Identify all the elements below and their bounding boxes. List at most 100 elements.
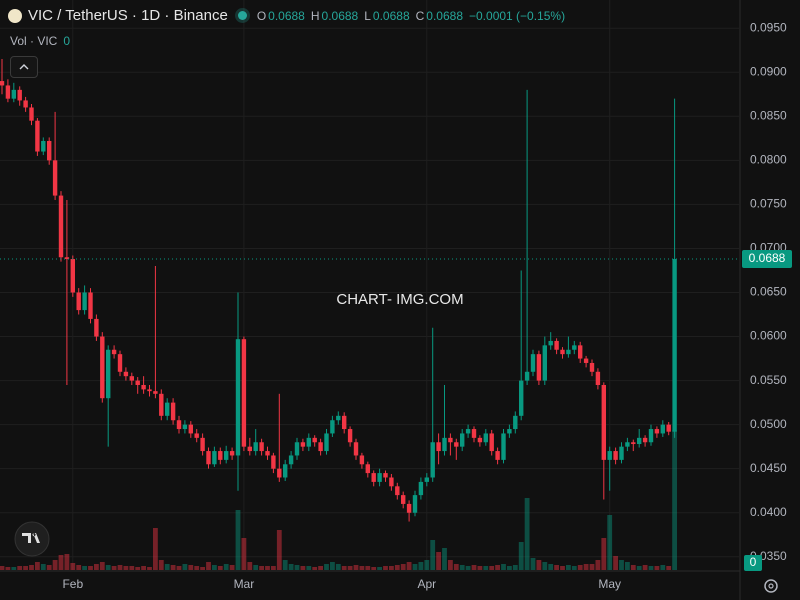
volume-bar xyxy=(164,564,170,570)
volume-bar xyxy=(512,565,518,570)
candle-body xyxy=(117,354,123,372)
volume-bar xyxy=(282,560,288,570)
volume-bar xyxy=(625,562,630,570)
volume-bar xyxy=(477,566,483,570)
volume-bar xyxy=(412,564,418,570)
high-value: 0.0688 xyxy=(321,8,359,23)
low-value: 0.0688 xyxy=(372,8,410,23)
candle-body xyxy=(583,358,589,363)
volume-bar xyxy=(123,566,129,570)
candle-body xyxy=(524,371,530,381)
settings-icon[interactable] xyxy=(764,579,778,593)
volume-bar xyxy=(64,554,70,570)
candle-body xyxy=(318,442,323,452)
y-tick-label: 0.0600 xyxy=(750,329,787,343)
candle-body xyxy=(448,437,453,443)
volume-bar xyxy=(99,562,105,570)
candle-body xyxy=(460,433,465,447)
volume-bar xyxy=(672,430,677,570)
volume-bar xyxy=(459,565,465,570)
candle-body xyxy=(324,433,329,452)
candle-body xyxy=(336,415,341,421)
candle-body xyxy=(631,442,636,445)
volume-bar xyxy=(666,566,672,570)
collapse-button[interactable] xyxy=(10,56,38,78)
volume-bar xyxy=(571,566,577,570)
candle-body xyxy=(660,424,665,434)
volume-bar xyxy=(377,567,382,570)
volume-bar xyxy=(312,567,318,570)
candle-body xyxy=(536,354,542,381)
volume-bar xyxy=(58,555,64,570)
volume-bar xyxy=(436,552,441,570)
candle-body xyxy=(483,433,488,443)
volume-bar xyxy=(88,566,93,570)
candle-body xyxy=(288,455,294,465)
volume-bar xyxy=(229,565,235,570)
candle-body xyxy=(212,451,217,465)
x-tick-label: Mar xyxy=(234,577,255,591)
y-tick-label: 0.0850 xyxy=(750,108,787,122)
volume-bar xyxy=(223,564,229,570)
x-tick-label: Feb xyxy=(62,577,83,591)
candle-body xyxy=(471,429,477,438)
candle-body xyxy=(619,446,624,460)
candle-body xyxy=(477,437,483,443)
candle-body xyxy=(176,420,182,430)
volume-bar xyxy=(530,558,536,570)
candle-body xyxy=(377,473,382,482)
candle-body xyxy=(135,380,140,385)
candle-body xyxy=(88,292,93,319)
candle-body xyxy=(265,451,270,456)
volume-bar xyxy=(453,564,459,570)
last-price-tag xyxy=(742,250,792,269)
candle-body xyxy=(654,429,660,434)
volume-bar xyxy=(76,565,82,570)
candle-body xyxy=(182,424,188,430)
volume-bar xyxy=(442,548,447,570)
volume-bar xyxy=(424,560,430,570)
volume-bar xyxy=(212,565,217,570)
volume-bar xyxy=(294,565,300,570)
high-key: H xyxy=(310,8,320,23)
candle-body xyxy=(247,446,252,452)
close-key: C xyxy=(415,8,425,23)
volume-bar xyxy=(495,565,500,570)
volume-title: Vol · VIC xyxy=(10,34,58,48)
volume-bar xyxy=(359,566,365,570)
volume-bar xyxy=(0,566,5,570)
coin-icon xyxy=(8,8,22,23)
tv-logo xyxy=(14,521,50,557)
candle-body xyxy=(229,451,235,456)
candle-body xyxy=(566,349,571,355)
volume-bar xyxy=(371,567,377,570)
volume-bar xyxy=(105,565,111,570)
volume-bar xyxy=(153,528,158,570)
candle-body xyxy=(389,477,394,487)
candle-body xyxy=(206,451,211,465)
volume-bar xyxy=(288,564,294,570)
candle-body xyxy=(159,393,164,416)
volume-bar xyxy=(654,566,660,570)
candle-body xyxy=(129,376,134,381)
candle-body xyxy=(513,415,518,430)
candle-body xyxy=(648,429,654,443)
low-key: L xyxy=(364,8,371,23)
candle-body xyxy=(625,442,630,447)
volume-bar xyxy=(365,566,371,570)
candle-body xyxy=(0,81,5,86)
market-status xyxy=(237,11,247,20)
y-tick-label: 0.0900 xyxy=(750,64,787,78)
volume-bar xyxy=(135,567,141,570)
candle-body xyxy=(395,486,400,496)
candles xyxy=(0,59,677,522)
candle-body xyxy=(365,464,370,474)
volume-bar xyxy=(636,566,642,570)
volume-bar xyxy=(117,565,123,570)
candle-body xyxy=(23,100,28,108)
candle-body xyxy=(595,371,601,385)
volume-bar xyxy=(560,566,565,570)
candle-body xyxy=(572,345,577,350)
candle-body xyxy=(5,85,11,99)
volume-bar xyxy=(501,564,506,570)
